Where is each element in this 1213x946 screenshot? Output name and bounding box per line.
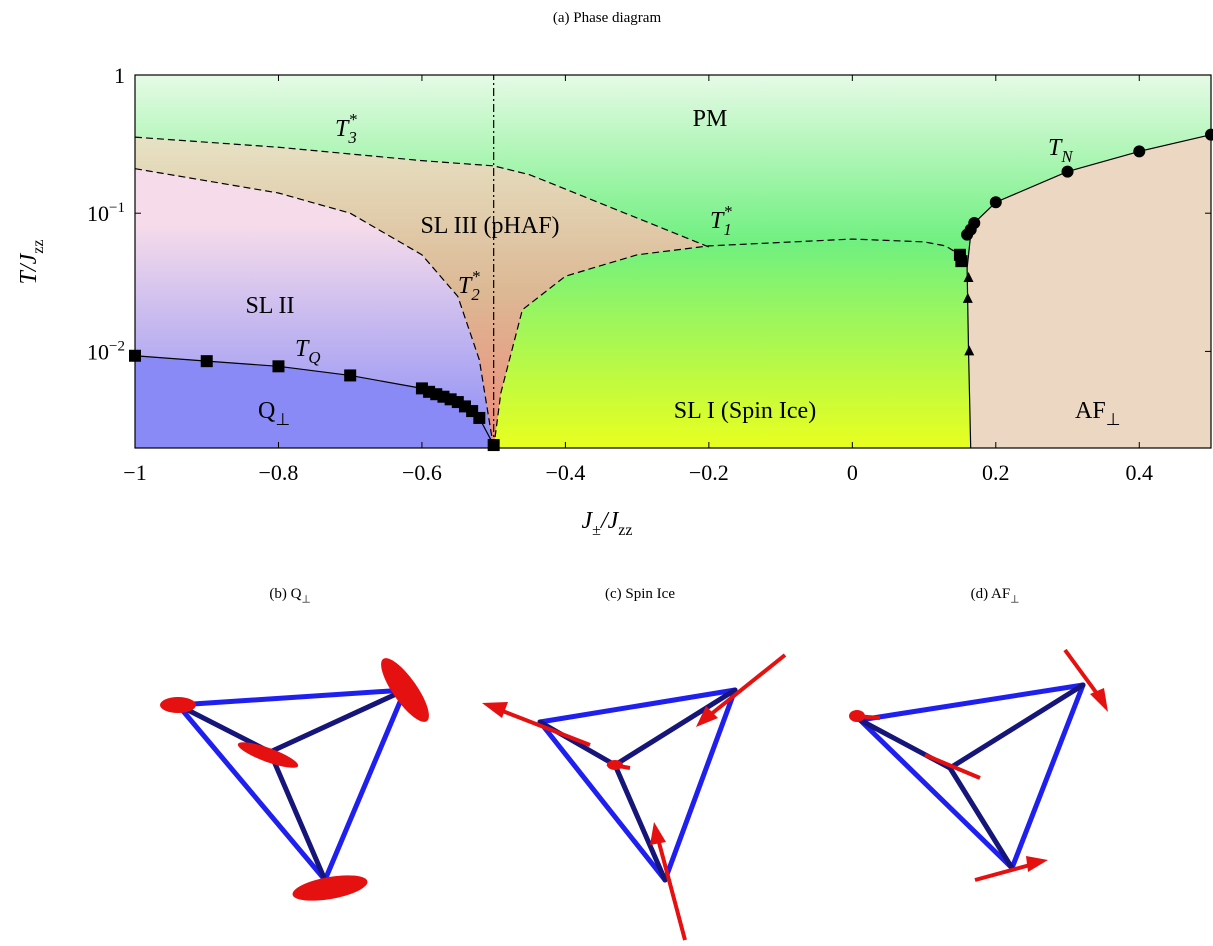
annotation-base: SL III (pHAF): [420, 213, 559, 239]
annotation-sup: *: [348, 110, 357, 129]
annotation-sup: *: [723, 202, 732, 221]
square-marker: [487, 439, 500, 452]
annotation-sub: ⊥: [275, 410, 290, 429]
annotation-base: T: [1048, 135, 1063, 161]
boundary-line: [966, 234, 972, 449]
triangle-marker: [963, 271, 974, 282]
label-sub: zz: [618, 522, 632, 539]
annotation: TQ: [295, 336, 320, 367]
panel-caption-base: (d) AF: [971, 586, 1011, 602]
y-tick-base: 10: [87, 339, 109, 364]
square-marker: [344, 369, 357, 382]
region-af: [967, 134, 1211, 448]
annotation: T1*: [710, 202, 732, 239]
region-sl3: [135, 137, 709, 449]
annotation-sub: ⊥: [1106, 410, 1121, 429]
region-q: [135, 355, 494, 448]
label-part: J: [582, 508, 594, 534]
panel-caption: (b) Q⊥: [269, 586, 310, 606]
square-marker: [200, 355, 213, 368]
annotation-base: SL I (Spin Ice): [674, 398, 816, 424]
x-tick-label: −0.4: [545, 460, 585, 485]
annotation: T3*: [335, 110, 357, 147]
y-tick-label: 10−1: [87, 200, 125, 226]
tetra-c: [482, 653, 787, 941]
annotation: SL II: [245, 293, 294, 319]
panel-caption: (c) Spin Ice: [605, 586, 675, 602]
y-axis-label: T/Jzz: [16, 240, 47, 285]
plot: −1 −0.8 −0.6 −0.4 −0.2 0 0.2 0.410−210−11J±/Jzz…: [16, 63, 1213, 539]
square-marker: [473, 411, 486, 424]
axes-frame: [134, 74, 1212, 449]
x-axis-label: J±/Jzz: [582, 508, 633, 539]
square-marker: [272, 360, 285, 373]
annotation-sub: N: [1060, 147, 1073, 166]
annotation-sub: 3: [347, 128, 356, 147]
tetra-b: [160, 658, 429, 901]
y-tick-base: 1: [114, 63, 125, 88]
panel-caption-sub: ⊥: [301, 595, 310, 606]
boundary-line: [134, 136, 710, 248]
annotation-sup: *: [471, 267, 480, 286]
annotation: SL I (Spin Ice): [674, 398, 816, 424]
boundary-line: [134, 168, 495, 449]
label-part: T/J: [16, 252, 42, 284]
circle-marker: [989, 196, 1002, 209]
label-part: /J: [599, 508, 620, 534]
label-sub: ±: [592, 522, 601, 539]
tetra-d: [849, 648, 1108, 882]
circle-marker: [968, 216, 981, 229]
annotation-base: T: [710, 208, 725, 234]
annotation-base: PM: [693, 106, 728, 132]
square-marker: [953, 248, 966, 261]
annotation-base: T: [295, 336, 310, 362]
annotation-sub: Q: [308, 348, 320, 367]
chart-title: (a) Phase diagram: [553, 10, 662, 26]
annotation-sub: 2: [471, 285, 480, 304]
annotation-base: Q: [258, 398, 275, 424]
annotation: SL III (pHAF): [420, 213, 559, 239]
y-tick-label: 1: [114, 63, 125, 88]
y-tick-label: 10−2: [87, 338, 125, 364]
circle-marker: [1061, 165, 1074, 178]
y-tick-exp: −1: [109, 200, 125, 216]
x-tick-label: −0.8: [259, 460, 299, 485]
annotation-sub: 1: [723, 220, 731, 239]
y-tick-base: 10: [87, 201, 109, 226]
x-tick-label: −0.6: [402, 460, 442, 485]
annotation: TN: [1048, 135, 1073, 166]
x-tick-label: 0.2: [982, 460, 1010, 485]
annotation-base: T: [458, 273, 473, 299]
triangle-marker: [962, 292, 973, 303]
annotation: AF⊥: [1075, 398, 1120, 429]
label-sub: zz: [30, 240, 47, 254]
annotation: Q⊥: [258, 398, 290, 429]
panel-caption-sub: ⊥: [1010, 595, 1019, 606]
panel-caption: (d) AF⊥: [971, 586, 1020, 606]
square-marker: [955, 255, 968, 268]
annotation-base: T: [335, 116, 350, 142]
annotation-base: AF: [1075, 398, 1106, 424]
x-tick-label: 0.4: [1126, 460, 1154, 485]
panel-caption-base: (c) Spin Ice: [605, 586, 675, 602]
annotation: PM: [693, 106, 728, 132]
annotation-base: SL II: [245, 293, 294, 319]
y-tick-exp: −2: [109, 338, 125, 354]
x-tick-label: −0.2: [689, 460, 729, 485]
circle-marker: [1133, 145, 1146, 158]
annotation: T2*: [458, 267, 480, 304]
triangle-marker: [964, 345, 975, 356]
x-tick-label: 0: [847, 460, 858, 485]
panel-caption-base: (b) Q: [269, 586, 301, 602]
x-tick-label: −1: [123, 460, 146, 485]
